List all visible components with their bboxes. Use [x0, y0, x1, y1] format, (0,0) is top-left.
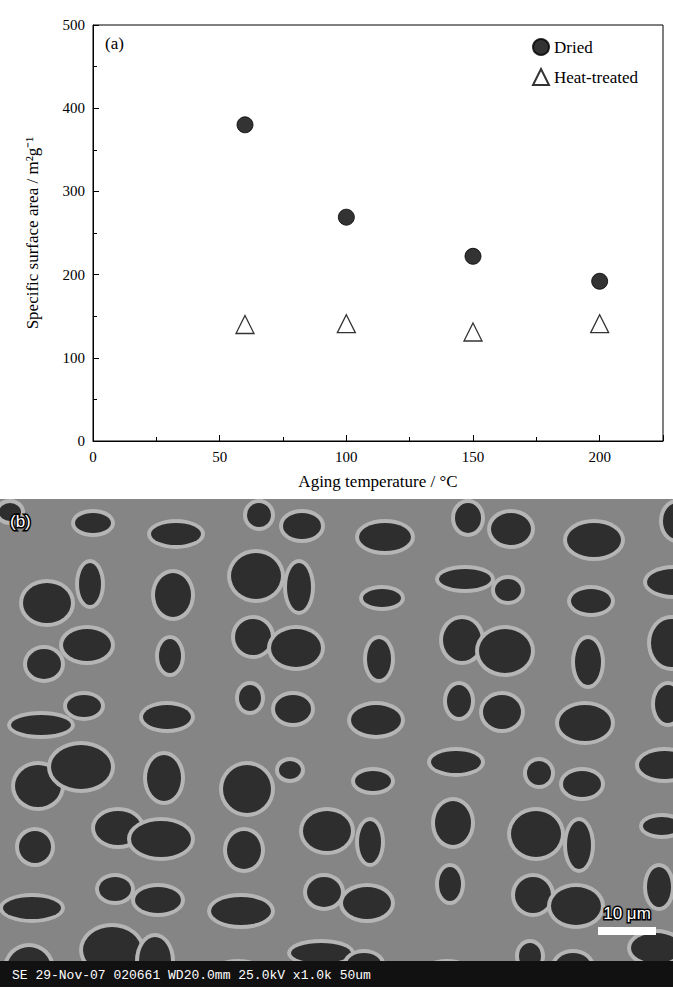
- svg-text:SE 29-Nov-07 020661 WD20: SE 29-Nov-07 020661 WD20.0mm 25.0kV x1.0…: [12, 968, 371, 983]
- svg-text:150: 150: [462, 449, 485, 465]
- svg-text:400: 400: [63, 100, 86, 116]
- svg-text:(a): (a): [105, 34, 124, 53]
- svg-text:50: 50: [212, 449, 227, 465]
- svg-text:Dried: Dried: [554, 38, 593, 57]
- svg-text:300: 300: [63, 183, 86, 199]
- svg-text:0: 0: [89, 449, 97, 465]
- svg-text:200: 200: [63, 267, 86, 283]
- svg-text:200: 200: [588, 449, 611, 465]
- svg-text:Heat-treated: Heat-treated: [554, 68, 638, 87]
- svg-text:0: 0: [78, 433, 86, 449]
- svg-text:500: 500: [63, 17, 86, 33]
- svg-text:100: 100: [335, 449, 358, 465]
- svg-text:10 μm: 10 μm: [603, 904, 651, 923]
- svg-text:Specific surface area / m²g⁻¹: Specific surface area / m²g⁻¹: [23, 137, 42, 330]
- svg-text:Aging temperature / °C: Aging temperature / °C: [298, 472, 457, 491]
- svg-text:100: 100: [63, 350, 86, 366]
- svg-text:(b): (b): [10, 512, 31, 531]
